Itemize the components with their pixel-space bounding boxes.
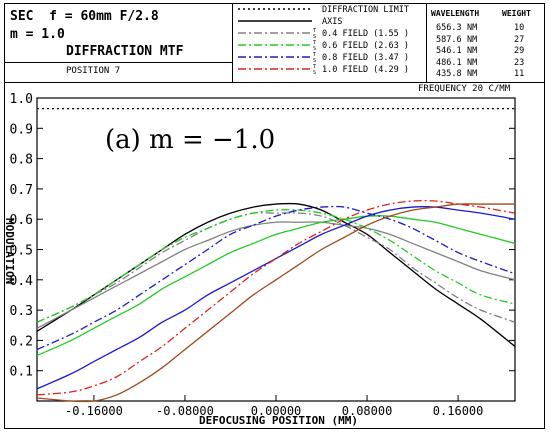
wavelength-unit: NM <box>467 57 478 68</box>
wavelength-unit: NM <box>467 46 478 56</box>
wavelength-value: 546.1 <box>436 46 462 56</box>
wavelength-table: WAVELENGTH WEIGHT 656.3 NM 10 587.6 NM 27 546.… <box>426 3 545 83</box>
legend-t-mark: T <box>313 64 316 70</box>
header-line2: m = 1.0 <box>10 27 65 42</box>
series-line <box>36 209 516 323</box>
y-tick-label: 0.9 <box>10 122 33 137</box>
legend <box>232 3 427 83</box>
y-axis-label: MODULATION <box>3 218 16 285</box>
y-tick-label: 0.8 <box>10 153 33 168</box>
weight-value: 27 <box>514 34 525 45</box>
series-line <box>36 206 516 390</box>
weight-value: 29 <box>514 46 525 56</box>
x-axis-label: DEFOCUSING POSITION (MM) <box>199 414 358 427</box>
legend-label: AXIS <box>322 17 342 27</box>
y-tick-label: 0.6 <box>10 213 33 228</box>
legend-t-mark: T <box>313 52 316 58</box>
y-tick-label: 0.3 <box>10 304 33 319</box>
series-line <box>36 205 516 351</box>
wt-header: WEIGHT <box>502 9 531 18</box>
wavelength-unit: NM <box>467 34 478 45</box>
header-title: DIFFRACTION MTF <box>66 44 184 59</box>
x-tick-label: -0.16000 <box>65 404 123 418</box>
header-line1: SEC f = 60mm F/2.8 <box>10 9 159 24</box>
position-panel: POSITION 7 <box>4 62 233 83</box>
wavelength-value: 486.1 <box>436 57 462 68</box>
annotation-label: (a) m = −1.0 <box>105 125 276 155</box>
legend-label: DIFFRACTION LIMIT <box>322 5 409 15</box>
y-tick-label: 0.2 <box>10 334 33 349</box>
chart-frame <box>4 3 545 429</box>
y-tick-label: 0.5 <box>10 244 33 259</box>
legend-s-mark: S <box>313 34 316 40</box>
wavelength-value: 587.6 <box>436 34 462 45</box>
y-tick-label: 0.1 <box>10 365 33 380</box>
legend-label: 1.0 FIELD (4.29 ) <box>322 65 409 75</box>
plot-area <box>36 97 516 402</box>
series-line <box>36 212 516 323</box>
x-tick-label: 0.00000 <box>251 404 302 418</box>
series-line <box>36 215 516 357</box>
legend-t-mark: T <box>313 28 316 34</box>
legend-label: 0.8 FIELD (3.47 ) <box>322 53 409 63</box>
series-line <box>36 221 516 329</box>
wavelength-unit: NM <box>467 23 478 33</box>
y-tick-label: 1.0 <box>10 92 33 107</box>
legend-s-mark: S <box>313 70 316 76</box>
header-panel: SEC f = 60mm F/2.8 m = 1.0 DIFFRACTION M… <box>4 3 233 63</box>
x-tick-label: 0.16000 <box>433 404 484 418</box>
legend-label: 0.4 FIELD (1.55 ) <box>322 29 409 39</box>
x-tick-label: -0.08000 <box>156 404 214 418</box>
weight-value: 10 <box>514 23 525 33</box>
legend-label: 0.6 FIELD (2.63 ) <box>322 41 409 51</box>
weight-value: 11 <box>514 69 525 79</box>
weight-value: 23 <box>514 57 525 68</box>
x-tick-label: 0.08000 <box>342 404 393 418</box>
series-line <box>36 203 515 403</box>
series-line <box>36 199 516 396</box>
y-tick-label: 0.7 <box>10 183 33 198</box>
legend-s-mark: S <box>313 46 316 52</box>
wavelength-value: 435.8 <box>436 69 462 79</box>
wavelength-value: 656.3 <box>436 23 462 33</box>
y-tick-label: 0.4 <box>10 274 34 289</box>
legend-s-mark: S <box>313 58 316 64</box>
wavelength-unit: NM <box>467 69 478 79</box>
wl-header: WAVELENGTH <box>431 9 480 18</box>
frequency-label: FREQUENCY 20 C/MM <box>418 84 511 94</box>
legend-t-mark: T <box>313 40 316 46</box>
position-label: POSITION 7 <box>66 66 121 76</box>
